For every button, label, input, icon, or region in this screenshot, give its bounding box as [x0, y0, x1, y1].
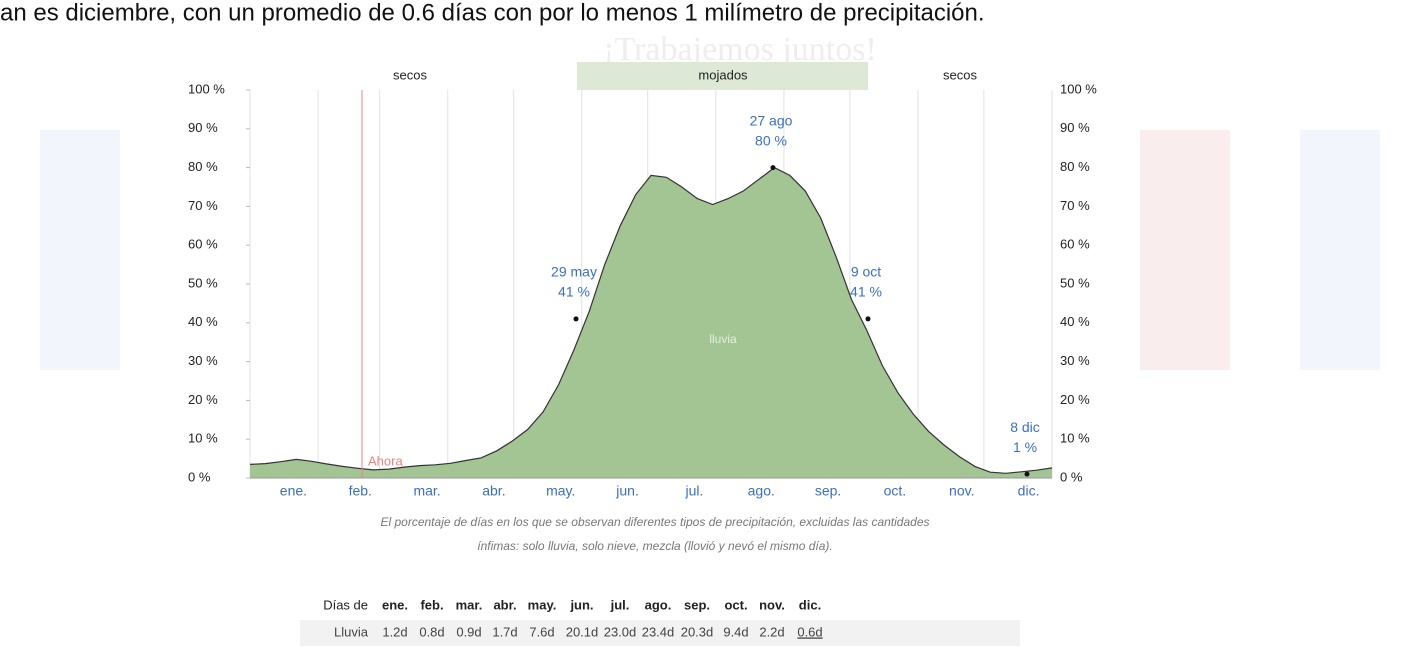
y-tick-label: 40 %	[188, 314, 218, 329]
table-header-cell: mar.	[456, 597, 483, 612]
table-cell: Lluvia	[334, 624, 369, 639]
y-tick-label: 80 %	[188, 159, 218, 174]
y-tick-label: 70 %	[188, 198, 218, 213]
table-header-cell: Días de	[323, 597, 368, 612]
table-cell: 0.8d	[419, 624, 444, 639]
annotation-value: 80 %	[755, 132, 787, 148]
table-header-cell: ene.	[382, 597, 408, 612]
y-tick-label: 100 %	[188, 81, 225, 96]
y-tick-label: 10 %	[188, 431, 218, 446]
season-label: secos	[393, 67, 427, 82]
watermark-text: ¡Trabajemos juntos!	[603, 31, 877, 68]
y2-tick-label: 100 %	[1060, 81, 1097, 96]
x-tick-label: abr.	[482, 483, 505, 499]
annotation-label: 8 dic	[1010, 419, 1040, 435]
table-cell: 0.9d	[456, 624, 481, 639]
caption-line-2: ínfimas: solo lluvia, solo nieve, mezcla…	[477, 539, 832, 553]
area-line	[249, 166, 1053, 474]
annotation-label: 9 oct	[851, 264, 881, 280]
annotation-value: 41 %	[558, 284, 590, 300]
table-cell: 1.2d	[382, 624, 407, 639]
y2-tick-label: 20 %	[1060, 392, 1090, 407]
caption-line-1: El porcentaje de días en los que se obse…	[380, 515, 929, 529]
season-label: secos	[943, 67, 977, 82]
y-tick-label: 60 %	[188, 237, 218, 252]
y2-tick-label: 30 %	[1060, 353, 1090, 368]
table-cell: 20.1d	[566, 624, 599, 639]
y2-tick-label: 10 %	[1060, 431, 1090, 446]
table-header-cell: jul.	[610, 597, 630, 612]
annotation-dot	[865, 316, 871, 322]
table-header-cell: ago.	[645, 597, 672, 612]
table-cell: 7.6d	[529, 624, 554, 639]
table-header-cell: sep.	[684, 597, 710, 612]
watermark-shape	[1300, 130, 1380, 370]
table-cell: 1.7d	[492, 624, 517, 639]
table-header-cell: jun.	[569, 597, 593, 612]
table-header-cell: nov.	[759, 597, 785, 612]
y2-tick-label: 80 %	[1060, 159, 1090, 174]
watermark-shape	[40, 130, 120, 370]
x-tick-label: nov.	[949, 483, 974, 499]
table-header-cell: abr.	[493, 597, 516, 612]
watermark-shape	[1140, 130, 1230, 370]
table-cell: 20.3d	[681, 624, 714, 639]
table-cell: 23.0d	[604, 624, 637, 639]
table-cell: 0.6d	[797, 624, 822, 639]
x-tick-label: ago.	[748, 483, 775, 499]
area-fill	[250, 167, 1052, 478]
series-label: lluvia	[709, 332, 737, 346]
table-cell: 23.4d	[642, 624, 675, 639]
y2-tick-label: 90 %	[1060, 120, 1090, 135]
y2-tick-label: 0 %	[1060, 469, 1083, 484]
table-row-bg	[300, 620, 1020, 646]
table-cell: 9.4d	[723, 624, 748, 639]
table-header-cell: dic.	[799, 597, 821, 612]
x-tick-label: ene.	[280, 483, 307, 499]
table-cell: 2.2d	[759, 624, 784, 639]
y-tick-label: 30 %	[188, 353, 218, 368]
x-tick-label: feb.	[349, 483, 372, 499]
y-tick-label: 20 %	[188, 392, 218, 407]
wet-band	[577, 62, 868, 90]
annotation-label: 27 ago	[750, 112, 793, 128]
x-tick-label: jun.	[615, 483, 639, 499]
y-tick-label: 50 %	[188, 275, 218, 290]
x-tick-label: may.	[546, 483, 575, 499]
y2-tick-label: 50 %	[1060, 275, 1090, 290]
annotation-label: 29 may	[551, 264, 597, 280]
y-tick-label: 90 %	[188, 120, 218, 135]
table-header-cell: may.	[528, 597, 557, 612]
annotation-dot	[770, 165, 776, 171]
table-header-cell: feb.	[420, 597, 443, 612]
x-tick-label: sep.	[815, 483, 841, 499]
season-label: mojados	[698, 67, 748, 82]
y2-tick-label: 40 %	[1060, 314, 1090, 329]
annotation-dot	[1024, 471, 1030, 477]
intro-text: an es diciembre, con un promedio de 0.6 …	[0, 0, 985, 26]
x-tick-label: oct.	[884, 483, 907, 499]
x-tick-label: jul.	[684, 483, 703, 499]
annotation-value: 1 %	[1013, 439, 1037, 455]
x-tick-label: dic.	[1018, 483, 1040, 499]
y2-tick-label: 60 %	[1060, 237, 1090, 252]
x-tick-label: mar.	[413, 483, 440, 499]
y2-tick-label: 70 %	[1060, 198, 1090, 213]
y-tick-label: 0 %	[188, 469, 211, 484]
now-label: Ahora	[368, 453, 403, 468]
annotation-value: 41 %	[850, 284, 882, 300]
table-header-cell: oct.	[724, 597, 747, 612]
annotation-dot	[573, 316, 579, 322]
